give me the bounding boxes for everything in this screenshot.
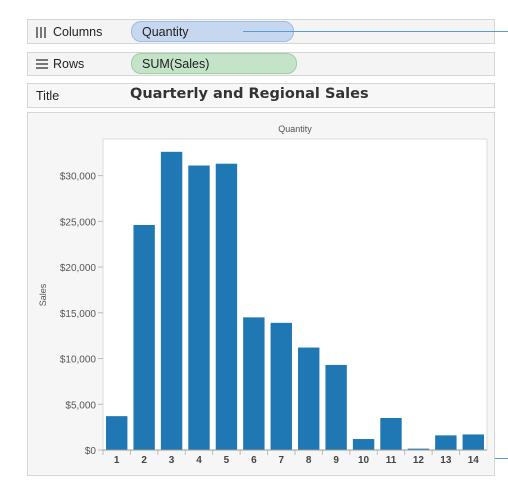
- y-tick-label: $20,000: [60, 263, 97, 274]
- bar: [298, 347, 320, 450]
- x-tick-label: 7: [279, 455, 285, 466]
- callout-line-columns: [243, 31, 508, 32]
- chart-title: Quantity: [278, 124, 312, 134]
- x-tick-label: 8: [306, 455, 312, 466]
- title-row-label: Title: [36, 89, 60, 103]
- x-tick-label: 9: [333, 455, 339, 466]
- plot-area: [102, 138, 488, 451]
- rows-shelf-label: Rows: [36, 57, 84, 71]
- rows-icon: [36, 58, 48, 69]
- columns-pill-text: Quantity: [142, 25, 189, 39]
- y-tick-label: $0: [85, 446, 97, 457]
- y-axis-label: Sales: [38, 283, 48, 306]
- bar: [407, 448, 430, 450]
- x-tick-label: 1: [114, 455, 120, 466]
- x-tick-label: 14: [468, 455, 480, 466]
- bar: [270, 322, 292, 450]
- bar: [325, 364, 347, 450]
- bar: [462, 434, 484, 450]
- bar: [352, 439, 375, 450]
- x-tick-label: 13: [440, 455, 452, 466]
- x-tick-label: 10: [358, 455, 370, 466]
- bar: [133, 224, 155, 450]
- rows-label-text: Rows: [53, 57, 85, 71]
- y-tick-label: $30,000: [60, 172, 97, 183]
- y-tick-label: $10,000: [60, 355, 97, 366]
- x-tick-label: 11: [386, 455, 397, 466]
- bar: [160, 151, 183, 450]
- x-tick-label: 5: [224, 455, 230, 466]
- bar: [188, 165, 210, 450]
- x-tick-label: 12: [413, 455, 425, 466]
- sheet-title[interactable]: Quarterly and Regional Sales: [130, 86, 369, 102]
- columns-pill-quantity[interactable]: Quantity: [131, 21, 294, 42]
- y-tick-label: $5,000: [65, 400, 96, 411]
- columns-shelf-label: Columns: [36, 25, 102, 39]
- x-tick-label: 4: [196, 455, 202, 466]
- bar: [435, 435, 457, 450]
- rows-shelf: Rows SUM(Sales): [27, 52, 495, 76]
- bar: [106, 416, 128, 450]
- columns-icon: [36, 26, 46, 38]
- bar: [380, 417, 402, 450]
- y-tick-label: $15,000: [60, 309, 97, 320]
- columns-label-text: Columns: [53, 25, 103, 39]
- title-row: Title Quarterly and Regional Sales: [27, 83, 495, 108]
- rows-pill-text: SUM(Sales): [142, 57, 210, 71]
- rows-pill-sum-sales[interactable]: SUM(Sales): [131, 53, 297, 74]
- x-tick-label: 2: [141, 455, 147, 466]
- bar: [243, 317, 265, 450]
- x-tick-label: 3: [169, 455, 175, 466]
- callout-line-axis: [483, 458, 508, 459]
- bar: [215, 163, 238, 450]
- y-tick-label: $25,000: [60, 217, 97, 228]
- x-tick-label: 6: [251, 455, 257, 466]
